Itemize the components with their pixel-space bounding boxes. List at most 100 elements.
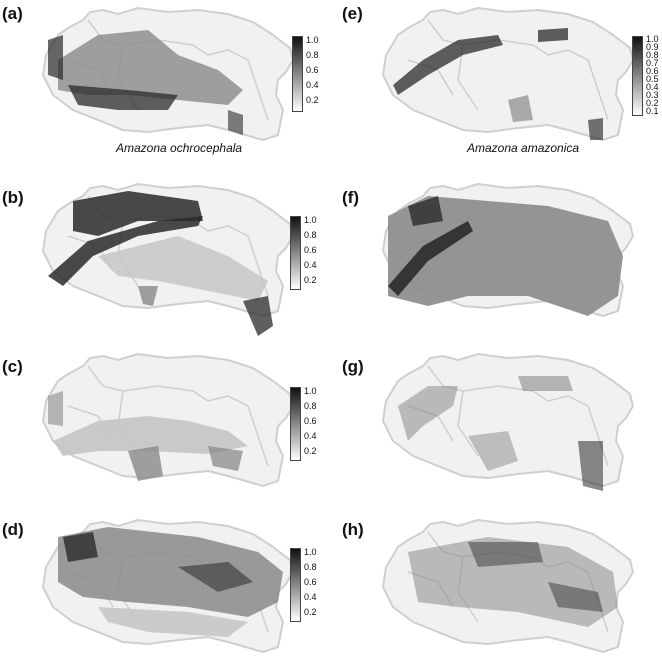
legend-bar xyxy=(290,387,301,461)
suitability-area xyxy=(588,118,603,140)
legend-tick: 1.0 xyxy=(306,35,319,45)
suitability-area xyxy=(98,236,268,301)
suitability-area xyxy=(138,286,158,306)
suitability-area xyxy=(208,446,243,471)
legend-tick: 0.4 xyxy=(306,80,319,90)
species-label-a: Amazona ochrocephala xyxy=(116,141,243,155)
suitability-area xyxy=(393,35,503,95)
panel-f: (f) xyxy=(340,168,660,328)
country-border xyxy=(407,59,454,96)
suitability-area xyxy=(388,221,473,296)
country-border xyxy=(192,390,249,407)
panel-label-h: (h) xyxy=(342,520,364,539)
legend-tick: 1.0 xyxy=(646,34,659,44)
legend-tick: 0.4 xyxy=(646,82,659,92)
map-c xyxy=(41,352,295,488)
panel-g: (g) xyxy=(340,340,660,500)
legend-bar xyxy=(290,216,301,290)
country-border xyxy=(587,405,609,467)
suitability-area xyxy=(48,391,63,426)
country-border xyxy=(192,220,249,237)
panel-b: (b) 1.0 0.8 0.6 0.4 0.2 xyxy=(0,168,320,336)
map-d xyxy=(41,518,295,654)
legend-tick: 0.7 xyxy=(646,58,659,68)
panel-label-c: (c) xyxy=(2,357,23,376)
panel-h: (h) xyxy=(340,506,660,666)
map-b xyxy=(41,182,295,336)
legend-tick: 0.2 xyxy=(304,446,317,456)
panel-d: (d) 1.0 0.8 0.6 0.4 0.2 xyxy=(0,506,320,666)
suitability-area xyxy=(408,196,443,226)
legend-tick: 0.2 xyxy=(304,607,317,617)
legend-tick: 0.4 xyxy=(304,431,317,441)
panel-label-g: (g) xyxy=(342,357,364,376)
suitability-area xyxy=(48,35,63,80)
country-border xyxy=(247,405,269,467)
panel-label-a: (a) xyxy=(2,4,23,23)
legend-tick: 0.9 xyxy=(646,42,659,52)
suitability-area xyxy=(548,582,603,612)
suitability-area xyxy=(468,431,518,471)
legend-tick: 0.4 xyxy=(304,260,317,270)
legend-tick: 0.8 xyxy=(646,50,659,60)
panel-a: (a) 1.0 0.8 0.6 0.4 0.2 Amazona ochrocep… xyxy=(0,0,320,160)
legend-tick: 0.2 xyxy=(646,98,659,108)
map-f xyxy=(381,182,635,318)
suitability-area xyxy=(468,542,543,567)
country-border xyxy=(457,390,479,457)
legend-tick: 0.1 xyxy=(646,106,659,116)
suitability-area xyxy=(228,110,243,135)
suitability-area xyxy=(73,191,203,236)
legend-tick: 0.6 xyxy=(646,66,659,76)
suitability-area xyxy=(128,446,163,481)
panel-label-d: (d) xyxy=(2,520,24,539)
legend-tick: 0.6 xyxy=(304,245,317,255)
suitability-area xyxy=(98,607,248,637)
suitability-area xyxy=(63,532,98,562)
map-e xyxy=(381,6,635,142)
legend-tick: 0.8 xyxy=(306,50,319,60)
suitability-area xyxy=(58,527,283,617)
legend-tick: 0.2 xyxy=(306,95,319,105)
legend-tick: 0.3 xyxy=(646,90,659,100)
legend-tick: 0.8 xyxy=(304,562,317,572)
suitability-area xyxy=(408,537,618,627)
suitability-area xyxy=(398,386,458,441)
legend-tick: 0.6 xyxy=(306,65,319,75)
legend-bar xyxy=(290,548,301,622)
panel-label-e: (e) xyxy=(342,4,363,23)
suitability-area xyxy=(58,30,243,105)
legend-tick: 1.0 xyxy=(304,386,317,396)
suitability-area xyxy=(53,416,248,456)
map-a xyxy=(41,6,295,142)
panel-label-b: (b) xyxy=(2,188,24,207)
country-border xyxy=(457,44,479,111)
suitability-area xyxy=(48,216,203,286)
suitability-area xyxy=(518,376,573,391)
country-border xyxy=(587,59,609,121)
suitability-area xyxy=(388,196,623,316)
species-label-e: Amazona amazonica xyxy=(467,141,580,155)
legend-tick: 0.2 xyxy=(304,275,317,285)
legend-tick: 0.6 xyxy=(304,416,317,426)
country-border xyxy=(532,390,589,407)
legend-tick: 0.5 xyxy=(646,74,659,84)
suitability-area xyxy=(538,28,568,42)
map-h xyxy=(381,518,635,654)
legend-bar xyxy=(632,36,643,116)
map-g xyxy=(381,352,635,491)
legend-tick: 0.8 xyxy=(304,401,317,411)
country-border xyxy=(247,59,269,121)
suitability-area xyxy=(578,441,603,491)
panel-e: (e) 1.0 0.9 0.8 0.7 0.6 0.5 0.4 0.3 0.2 … xyxy=(340,0,660,160)
legend-tick: 0.4 xyxy=(304,592,317,602)
legend-bar xyxy=(292,36,303,112)
suitability-area xyxy=(508,95,533,122)
suitability-area xyxy=(68,85,178,110)
country-border xyxy=(532,44,589,61)
suitability-area xyxy=(178,562,253,592)
country-border xyxy=(192,44,249,61)
legend-tick: 1.0 xyxy=(304,215,317,225)
suitability-area xyxy=(243,296,273,336)
panel-c: (c) 1.0 0.8 0.6 0.4 0.2 xyxy=(0,340,320,500)
